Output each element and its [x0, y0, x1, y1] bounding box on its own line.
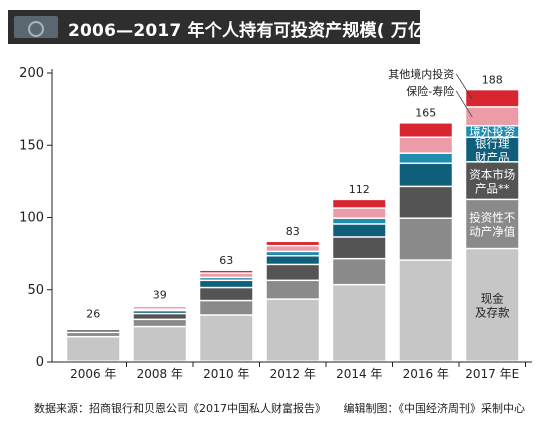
bar-segment — [466, 200, 519, 248]
chart-title: 2006—2017 年个人持有可投资产规模( 万亿元 ) — [68, 21, 457, 41]
total-label: 63 — [219, 254, 233, 267]
bar-segment — [333, 259, 386, 284]
bar-segment — [333, 224, 386, 237]
bar-segment — [266, 242, 319, 245]
footer-editor: 编辑制图：《中国经济周刊》采制中心 — [343, 402, 526, 415]
leader-line — [455, 73, 473, 100]
bar-segment — [266, 265, 319, 280]
series-label: 投资性不 — [469, 211, 515, 225]
bar-segment — [399, 218, 452, 260]
y-tick-label: 0 — [36, 355, 44, 370]
bar-segment — [333, 285, 386, 361]
bar-segment — [200, 301, 253, 315]
bar-segment — [266, 281, 319, 299]
x-tick-label: 2014 年 — [336, 367, 382, 381]
bar-segment — [200, 278, 253, 280]
series-label: 财产品 — [475, 150, 510, 164]
bar-segment — [266, 256, 319, 264]
y-tick-label: 50 — [27, 283, 44, 298]
logo-icon — [14, 16, 58, 38]
series-label: 动产净值 — [469, 225, 515, 239]
total-label: 165 — [415, 107, 436, 120]
bar-segment — [399, 187, 452, 218]
bar-segment — [133, 307, 186, 309]
total-label: 26 — [86, 307, 100, 320]
bar-segment — [133, 327, 186, 361]
total-label: 39 — [153, 289, 167, 302]
bar-segment — [67, 333, 120, 336]
total-label: 83 — [286, 225, 300, 238]
bar-segment — [399, 123, 452, 137]
title-bar: 2006—2017 年个人持有可投资产规模( 万亿元 ) — [8, 10, 456, 44]
bar-segment — [200, 273, 253, 277]
bar-segment — [200, 281, 253, 287]
bar-segment — [466, 107, 519, 125]
y-tick-label: 200 — [19, 66, 44, 81]
x-tick-label: 2010 年 — [203, 367, 249, 381]
total-label: 188 — [482, 73, 503, 86]
footer: 数据来源：招商银行和贝恩公司《2017中国私人财富报告》 编辑制图：《中国经济周… — [34, 400, 525, 416]
bar-segment — [466, 138, 519, 162]
bar-segment — [266, 246, 319, 251]
leader-line — [455, 90, 473, 118]
bar-segment — [333, 237, 386, 258]
series-label: 保险-寿险 — [406, 84, 454, 98]
x-tick-label: 2017 年E — [465, 367, 519, 381]
bar-segment — [266, 252, 319, 256]
bar-segment — [399, 164, 452, 186]
bar-segment — [200, 270, 253, 273]
bar-segment — [399, 260, 452, 361]
series-label: 及存款 — [475, 306, 510, 320]
x-tick-label: 2016 年 — [403, 367, 449, 381]
bar-segment — [333, 218, 386, 224]
bar-segment — [466, 90, 519, 107]
bar-segment — [67, 330, 120, 332]
bars — [67, 90, 519, 361]
series-label: 境外投资 — [469, 125, 515, 139]
total-label: 112 — [349, 183, 370, 196]
bar-segment — [133, 311, 186, 313]
bar-segment — [466, 249, 519, 361]
footer-source: 数据来源：招商银行和贝恩公司《2017中国私人财富报告》 — [34, 402, 326, 415]
x-tick-label: 2008 年 — [137, 367, 183, 381]
bar-segment — [67, 337, 120, 361]
bar-segment — [200, 315, 253, 361]
series-label: 产品** — [475, 181, 510, 195]
x-tick-label: 2012 年 — [270, 367, 316, 381]
series-label: 银行理 — [475, 136, 510, 150]
series-label: 资本市场 — [469, 167, 515, 181]
bar-segment — [333, 208, 386, 218]
x-tick-label: 2006 年 — [70, 367, 116, 381]
bar-segment — [133, 314, 186, 319]
bar-segment — [266, 299, 319, 361]
series-label: 现金 — [481, 292, 504, 306]
bar-segment — [333, 200, 386, 208]
bar-segment — [399, 138, 452, 153]
bar-segment — [466, 126, 519, 137]
y-tick-label: 100 — [19, 211, 44, 226]
series-label: 其他境内投资 — [388, 67, 454, 81]
bar-segment — [399, 153, 452, 163]
bar-segment — [133, 320, 186, 326]
y-tick-label: 150 — [19, 138, 44, 153]
bar-segment — [466, 162, 519, 199]
bar-segment — [200, 288, 253, 300]
axes: 0 50 100 150 200 2006 年 2008 年 2010 年 2012 年 2014… — [19, 66, 532, 381]
stacked-bar-chart: 0 50 100 150 200 2006 年 2008 年 2010 年 2012 年 2014… — [19, 66, 532, 381]
